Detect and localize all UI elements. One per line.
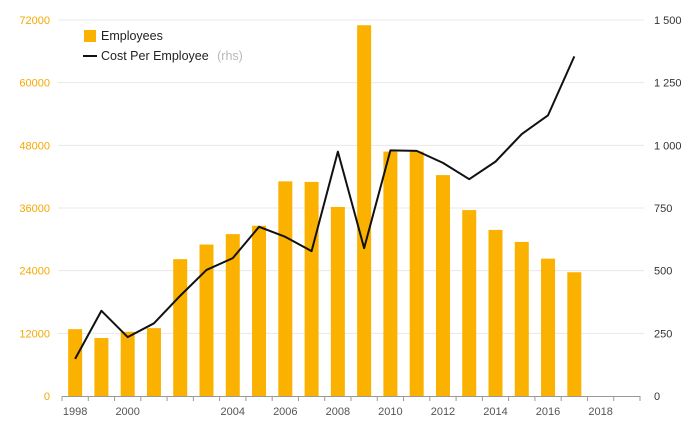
left-tick-label: 60000 bbox=[19, 78, 50, 90]
legend-label-cost-per-employee-text: Cost Per Employee bbox=[101, 49, 209, 63]
legend-label-rhs-suffix: (rhs) bbox=[217, 49, 243, 63]
right-tick-label: 500 bbox=[654, 266, 672, 278]
employees-bar bbox=[383, 151, 398, 396]
employees-bar bbox=[409, 151, 424, 396]
x-tick-label: 2008 bbox=[326, 406, 350, 418]
employees-bar bbox=[173, 259, 188, 396]
legend: Employees Cost Per Employee (rhs) bbox=[83, 29, 243, 64]
employees-bar bbox=[567, 272, 582, 396]
right-tick-label: 1 250 bbox=[654, 78, 682, 90]
x-tick-label: 2016 bbox=[536, 406, 560, 418]
cost-per-employee-line-group bbox=[74, 55, 576, 360]
left-tick-label: 24000 bbox=[19, 266, 50, 278]
employees-bar bbox=[120, 331, 135, 396]
employees-bar bbox=[225, 234, 240, 396]
left-tick-label: 12000 bbox=[19, 328, 50, 340]
right-tick-label: 750 bbox=[654, 203, 672, 215]
x-tick-label: 2004 bbox=[221, 406, 245, 418]
left-tick-label: 0 bbox=[44, 391, 50, 403]
right-axis-ticks: 0 250 500 750 1 000 1 250 1 500 bbox=[654, 15, 682, 403]
right-tick-label: 1 000 bbox=[654, 140, 682, 152]
employees-bar bbox=[146, 328, 161, 396]
x-tick-label: 2014 bbox=[483, 406, 507, 418]
employees-bar bbox=[199, 244, 214, 396]
cost-per-employee-line bbox=[74, 55, 576, 360]
x-tick-label: 2000 bbox=[115, 406, 139, 418]
x-axis: 1998 2000 2004 2006 2008 2010 2012 2014 2016 2018 bbox=[61, 396, 641, 418]
employees-bar bbox=[541, 258, 556, 396]
employees-bar bbox=[435, 175, 450, 396]
employees-bar bbox=[357, 25, 372, 396]
employees-bar bbox=[462, 210, 477, 396]
employees-bars bbox=[68, 25, 582, 396]
x-tick-label: 2018 bbox=[588, 406, 612, 418]
left-tick-label: 48000 bbox=[19, 140, 50, 152]
legend-label-cost-per-employee: Cost Per Employee (rhs) bbox=[101, 47, 243, 64]
x-tick-label: 1998 bbox=[63, 406, 87, 418]
right-tick-label: 1 500 bbox=[654, 15, 682, 27]
employees-bar bbox=[278, 181, 293, 396]
employees-bar bbox=[514, 241, 529, 396]
employees-bar bbox=[68, 329, 83, 396]
x-tick-label: 2010 bbox=[378, 406, 402, 418]
employees-bar bbox=[94, 338, 109, 396]
right-tick-label: 0 bbox=[654, 391, 660, 403]
gridlines bbox=[58, 19, 644, 334]
legend-label-employees: Employees bbox=[101, 29, 163, 43]
x-tick-label: 2012 bbox=[431, 406, 455, 418]
left-axis-ticks: 0 12000 24000 36000 48000 60000 72000 bbox=[19, 15, 50, 403]
right-tick-label: 250 bbox=[654, 328, 672, 340]
employees-bar bbox=[304, 181, 319, 396]
employees-bar bbox=[488, 229, 503, 396]
employees-bar bbox=[252, 225, 267, 396]
legend-swatch-employees bbox=[84, 30, 96, 42]
left-tick-label: 36000 bbox=[19, 203, 50, 215]
employees-bar bbox=[330, 206, 345, 396]
left-tick-label: 72000 bbox=[19, 15, 50, 27]
x-tick-label: 2006 bbox=[273, 406, 297, 418]
